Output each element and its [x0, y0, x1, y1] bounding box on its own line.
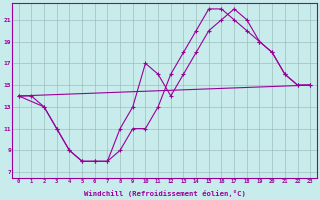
X-axis label: Windchill (Refroidissement éolien,°C): Windchill (Refroidissement éolien,°C)	[84, 190, 245, 197]
